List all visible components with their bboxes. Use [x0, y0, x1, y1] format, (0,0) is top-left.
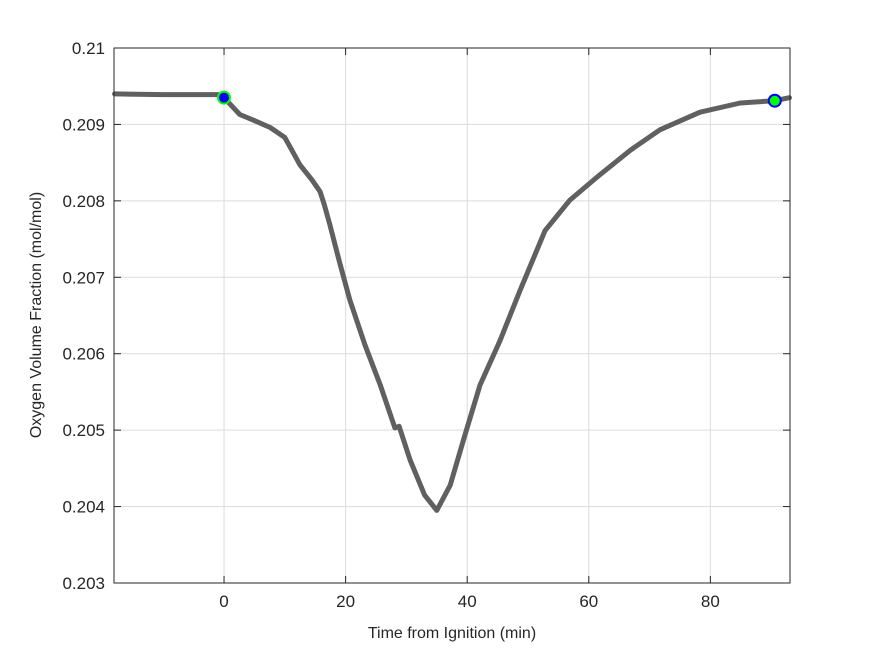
axes-box — [113, 47, 791, 584]
x-tick-label: 0 — [219, 592, 228, 611]
y-tick-label: 0.205 — [62, 421, 105, 440]
ignition-start-marker — [217, 90, 232, 105]
axes: 0 20 40 60 80 0.203 0.204 0.205 0.206 0.207 0.208 0… — [62, 39, 791, 611]
y-tick-label: 0.209 — [62, 115, 105, 134]
y-tick-label: 0.208 — [62, 192, 105, 211]
grid-lines — [114, 47, 790, 584]
x-axis-label: Time from Ignition (min) — [368, 625, 536, 642]
y-tick-label: 0.203 — [62, 574, 105, 593]
x-tick-label: 20 — [336, 592, 355, 611]
y-tick-label: 0.21 — [72, 39, 105, 58]
y-tick-label: 0.206 — [62, 345, 105, 364]
x-tick-label: 80 — [701, 592, 720, 611]
y-tick-label: 0.204 — [62, 498, 105, 517]
end-marker-marker — [767, 93, 782, 108]
x-tick-label: 60 — [579, 592, 598, 611]
y-axis-label: Oxygen Volume Fraction (mol/mol) — [28, 192, 45, 438]
plot-area — [112, 90, 792, 513]
data-line — [112, 91, 792, 513]
y-tick-label: 0.207 — [62, 268, 105, 287]
x-tick-label: 40 — [458, 592, 477, 611]
